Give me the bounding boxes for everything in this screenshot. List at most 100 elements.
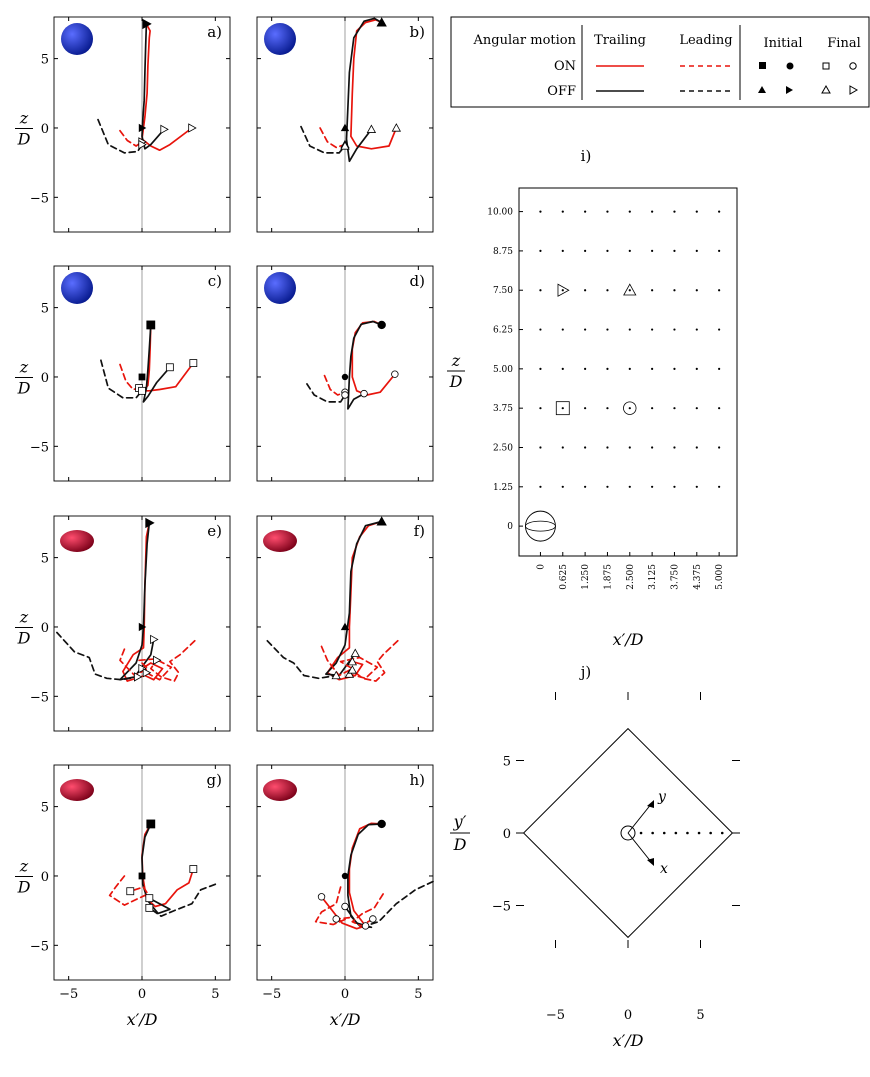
y-tick-label: 7.50 <box>493 286 513 296</box>
initial-marker <box>146 819 156 829</box>
y-tick-label: 0 <box>503 827 511 842</box>
body-axis-y <box>627 802 653 834</box>
initial-marker <box>146 320 156 330</box>
y-axis-label-num: z <box>19 608 29 627</box>
final-marker <box>347 656 358 666</box>
grid-dot <box>673 210 676 213</box>
initial-marker <box>145 517 155 529</box>
grid-dot <box>561 210 564 213</box>
x-tick-label: 4.375 <box>693 564 703 590</box>
y-tick-label: −5 <box>30 440 49 455</box>
initial-marker-leading <box>138 373 146 381</box>
final-marker <box>366 124 377 133</box>
grid-dot <box>718 210 721 213</box>
trajectory-off-leading <box>56 631 139 681</box>
y-axis-label-num: z <box>19 857 29 876</box>
grid-dot <box>539 446 542 449</box>
panel-f: f) <box>256 515 434 732</box>
body-axis-y-arrowhead <box>647 800 654 808</box>
grid-dot <box>539 249 542 253</box>
trajectory-on-trailing <box>141 823 195 908</box>
spheroid-icon <box>263 779 297 801</box>
trajectory-on-leading <box>108 875 149 906</box>
x-tick-label: 3.125 <box>648 564 658 590</box>
legend-header-angular: Angular motion <box>473 33 577 48</box>
x-tick-label: 0 <box>341 987 349 1002</box>
trajectory-on-leading <box>320 645 379 680</box>
grid-dot <box>628 210 631 213</box>
grid-dot <box>584 328 587 331</box>
panel-a: 5 0 −5 zDa) <box>15 16 231 233</box>
final-marker <box>317 893 326 901</box>
x-tick-label: 5 <box>414 987 422 1002</box>
y-tick-label: 0 <box>41 621 49 636</box>
y-tick-label: 1.25 <box>493 483 513 493</box>
y-tick-label: 10.00 <box>487 208 513 218</box>
trajectory-off-trailing <box>347 320 383 410</box>
grid-dot <box>584 210 587 213</box>
grid-dot <box>651 407 654 410</box>
x-tick-label: 0 <box>138 987 146 1002</box>
panel-d: d) <box>256 265 434 482</box>
initial-marker <box>377 819 386 829</box>
legend-triangle-right-filled <box>786 86 793 94</box>
grid-dot <box>606 367 609 370</box>
panel-i: i) 0 1.25 2.50 3.75 5.00 6.25 7.50 8.75 10.00 0 0.… <box>447 147 738 649</box>
grid-dot <box>606 210 609 213</box>
x-tick-label: −5 <box>546 1008 565 1023</box>
y-tick-label: 6.25 <box>493 326 513 336</box>
final-marker <box>332 915 340 923</box>
final-marker <box>165 363 174 372</box>
trajectory-off-leading <box>266 639 338 680</box>
final-marker <box>138 386 146 395</box>
y-axis-label-den: D <box>17 629 31 648</box>
grid-dot <box>718 249 721 253</box>
domain-outline <box>522 727 734 939</box>
trajectory-off-leading <box>300 125 346 154</box>
y-axis-label-num: z <box>19 109 29 128</box>
legend-header-final: Final <box>827 36 860 51</box>
grid-dot <box>561 485 564 488</box>
grid-dot <box>651 446 654 449</box>
legend-triangle-right-open <box>849 85 859 95</box>
panel-i-ylabel-num: z <box>451 351 461 370</box>
grid-dot <box>695 210 698 213</box>
final-marker <box>340 141 350 150</box>
y-axis-label-den: D <box>17 130 31 149</box>
legend-box <box>450 16 870 108</box>
y-tick-label: 0 <box>41 122 49 137</box>
grid-dot <box>584 249 587 253</box>
final-marker <box>153 655 162 665</box>
grid-dot <box>584 367 587 370</box>
grid-dot <box>539 367 542 370</box>
panel-i-frame <box>518 187 738 557</box>
y-tick-label: 5 <box>41 53 49 68</box>
trajectory-on-leading <box>323 374 346 396</box>
body-axis-y-label: y <box>657 789 667 805</box>
y-tick-label: 3.75 <box>493 404 513 414</box>
final-marker <box>126 887 135 896</box>
grid-dot <box>651 485 654 488</box>
trajectory-off-leading <box>364 880 434 927</box>
legend-row-on: ON <box>554 59 576 74</box>
legend-circle-open <box>849 62 857 70</box>
x-tick-label: −5 <box>59 987 78 1002</box>
sphere-icon <box>61 23 93 55</box>
legend: Angular motion Trailing Leading Initial … <box>450 16 870 108</box>
trajectory-on-trailing <box>350 18 398 150</box>
initial-marker-leading <box>341 872 349 880</box>
spheroid-icon <box>263 530 297 552</box>
grid-dot <box>539 485 542 488</box>
y-tick-label: 5.00 <box>493 365 513 375</box>
y-tick-label: −5 <box>30 191 49 206</box>
grid-dot <box>673 367 676 370</box>
x-axis-label: x′/D <box>330 1010 361 1029</box>
body-axis-x <box>627 832 653 864</box>
panel-j-ylabel-num: y′ <box>453 812 467 831</box>
release-dot <box>697 831 701 835</box>
initial-marker-leading <box>138 622 147 632</box>
panel-i-xlabel: x′/D <box>613 630 644 649</box>
x-tick-label: 3.750 <box>670 564 680 590</box>
panel-j-ylabel-den: D <box>453 835 467 854</box>
grid-dot <box>695 446 698 449</box>
